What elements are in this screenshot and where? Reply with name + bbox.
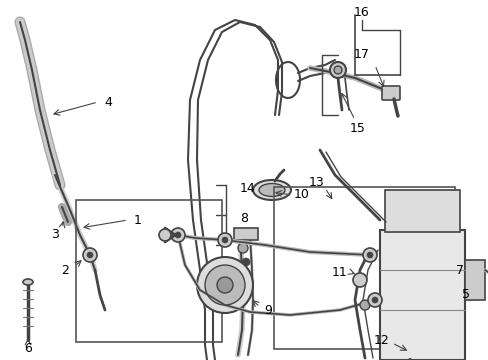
Circle shape <box>222 237 227 243</box>
Circle shape <box>362 248 376 262</box>
Ellipse shape <box>23 279 33 285</box>
Text: 11: 11 <box>331 266 347 279</box>
Text: 4: 4 <box>104 95 112 108</box>
Text: 17: 17 <box>353 49 369 62</box>
FancyBboxPatch shape <box>381 86 399 100</box>
Text: 16: 16 <box>353 5 369 18</box>
Text: 5: 5 <box>461 288 469 302</box>
Text: 14: 14 <box>240 181 255 194</box>
Bar <box>384 190 459 232</box>
Bar <box>379 230 464 360</box>
Circle shape <box>197 257 252 313</box>
Circle shape <box>171 228 184 242</box>
Bar <box>464 260 484 300</box>
Circle shape <box>359 300 369 310</box>
Text: 7: 7 <box>455 264 463 276</box>
Circle shape <box>367 293 381 307</box>
Text: 3: 3 <box>51 229 59 242</box>
Bar <box>234 228 258 240</box>
Circle shape <box>371 297 377 303</box>
Circle shape <box>83 248 97 262</box>
Circle shape <box>242 258 249 266</box>
Ellipse shape <box>252 180 290 200</box>
Bar <box>76 200 222 342</box>
Circle shape <box>159 229 171 241</box>
Circle shape <box>366 252 372 258</box>
Ellipse shape <box>259 184 285 197</box>
Text: 15: 15 <box>349 122 365 135</box>
Circle shape <box>87 252 93 258</box>
Circle shape <box>218 233 231 247</box>
Text: 10: 10 <box>293 189 309 202</box>
Bar <box>273 187 454 349</box>
Circle shape <box>238 243 247 253</box>
Text: 2: 2 <box>61 264 69 276</box>
Circle shape <box>204 265 244 305</box>
Text: 12: 12 <box>373 333 389 346</box>
Text: 6: 6 <box>24 342 32 355</box>
Circle shape <box>217 277 232 293</box>
Circle shape <box>175 232 181 238</box>
Circle shape <box>333 66 341 74</box>
Circle shape <box>352 273 366 287</box>
Text: 1: 1 <box>134 213 142 226</box>
Circle shape <box>329 62 346 78</box>
Text: 13: 13 <box>308 176 324 189</box>
Text: 9: 9 <box>264 303 271 316</box>
Text: 8: 8 <box>240 211 247 225</box>
